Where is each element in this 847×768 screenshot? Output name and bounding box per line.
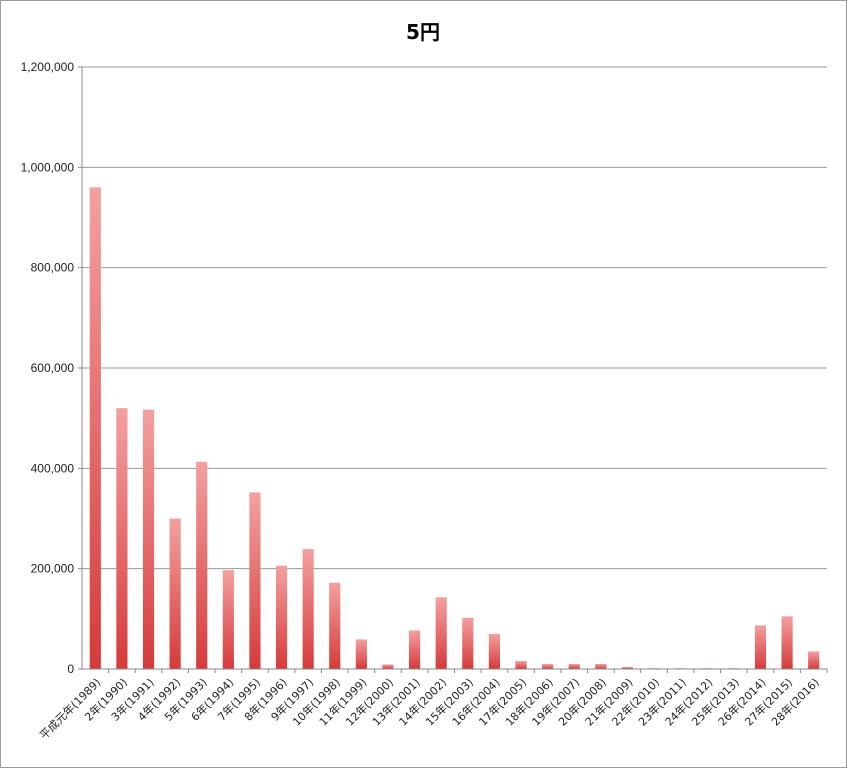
x-axis-ticks: 平成元年(1989)2年(1990)3年(1991)4年(1992)5年(199… bbox=[37, 669, 828, 742]
bar bbox=[808, 651, 820, 669]
chart-title: 5円 bbox=[406, 20, 440, 44]
bar bbox=[196, 461, 208, 669]
bar bbox=[568, 663, 580, 669]
bar bbox=[754, 625, 767, 669]
bar bbox=[116, 408, 128, 669]
y-tick-label: 200,000 bbox=[31, 562, 75, 576]
bar bbox=[302, 549, 314, 669]
bar bbox=[488, 633, 500, 669]
bars bbox=[89, 187, 820, 669]
bar bbox=[222, 570, 234, 669]
bar bbox=[142, 409, 155, 669]
y-tick-label: 1,000,000 bbox=[21, 160, 75, 174]
bar bbox=[409, 630, 421, 669]
y-tick-label: 600,000 bbox=[31, 361, 75, 375]
y-tick-label: 400,000 bbox=[31, 461, 75, 475]
bar bbox=[169, 518, 181, 669]
bar bbox=[621, 666, 634, 669]
gridlines bbox=[82, 66, 827, 570]
y-tick-label: 1,200,000 bbox=[21, 60, 75, 74]
bar bbox=[435, 597, 447, 669]
y-tick-label: 800,000 bbox=[31, 261, 75, 275]
bar bbox=[275, 565, 288, 669]
bar bbox=[329, 582, 341, 669]
bar bbox=[249, 492, 261, 669]
y-tick-label: 0 bbox=[67, 662, 74, 676]
bar bbox=[595, 663, 607, 669]
bar bbox=[355, 639, 367, 669]
bar bbox=[781, 616, 793, 669]
bar bbox=[462, 617, 474, 669]
bar bbox=[515, 660, 527, 669]
bar bbox=[89, 187, 101, 669]
y-axis-ticks: 0 200,000 400,000 600,000 800,000 1,000,000 1,… bbox=[21, 60, 82, 676]
bar bbox=[542, 663, 554, 669]
bar bbox=[382, 664, 394, 669]
